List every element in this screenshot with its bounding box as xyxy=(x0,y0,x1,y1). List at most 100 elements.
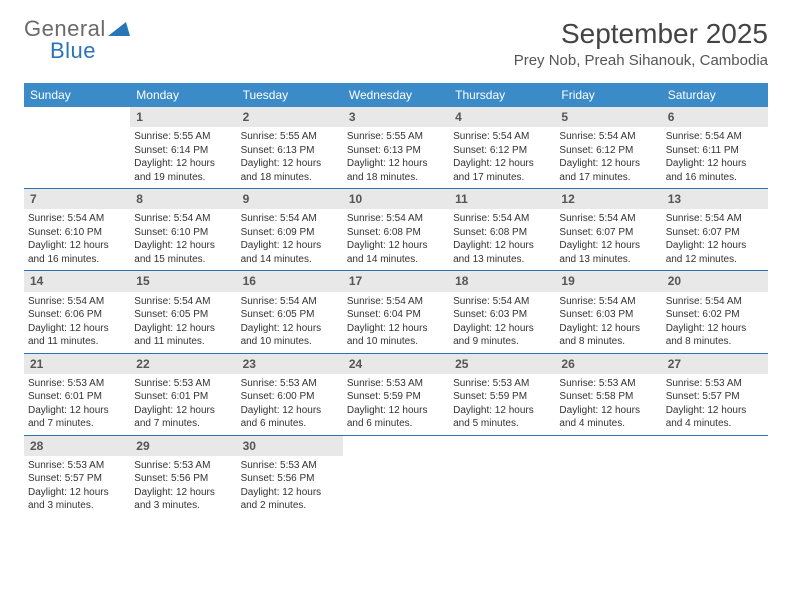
day-number: 21 xyxy=(24,354,130,374)
day-daylight2: and 13 minutes. xyxy=(559,253,657,267)
day-cell: 9Sunrise: 5:54 AMSunset: 6:09 PMDaylight… xyxy=(237,189,343,270)
day-sunset: Sunset: 6:08 PM xyxy=(453,226,551,240)
day-daylight1: Daylight: 12 hours xyxy=(559,157,657,171)
day-daylight1: Daylight: 12 hours xyxy=(453,239,551,253)
day-cell xyxy=(555,436,661,517)
brand-logo: General Blue xyxy=(24,18,130,62)
day-cell xyxy=(343,436,449,517)
day-number: 29 xyxy=(130,436,236,456)
weekday-heading: Friday xyxy=(555,83,661,107)
day-daylight2: and 3 minutes. xyxy=(28,499,126,513)
day-sunset: Sunset: 6:08 PM xyxy=(347,226,445,240)
day-cell: 27Sunrise: 5:53 AMSunset: 5:57 PMDayligh… xyxy=(662,354,768,435)
day-cell: 18Sunrise: 5:54 AMSunset: 6:03 PMDayligh… xyxy=(449,271,555,352)
logo-triangle-icon xyxy=(108,20,130,40)
day-cell: 26Sunrise: 5:53 AMSunset: 5:58 PMDayligh… xyxy=(555,354,661,435)
day-daylight2: and 11 minutes. xyxy=(134,335,232,349)
day-sunset: Sunset: 6:09 PM xyxy=(241,226,339,240)
day-sunset: Sunset: 5:58 PM xyxy=(559,390,657,404)
day-sunset: Sunset: 6:13 PM xyxy=(241,144,339,158)
day-sunrise: Sunrise: 5:53 AM xyxy=(241,377,339,391)
day-daylight2: and 16 minutes. xyxy=(666,171,764,185)
day-number: 19 xyxy=(555,271,661,291)
day-sunrise: Sunrise: 5:54 AM xyxy=(453,295,551,309)
day-sunset: Sunset: 6:07 PM xyxy=(559,226,657,240)
day-sunset: Sunset: 5:59 PM xyxy=(347,390,445,404)
day-daylight2: and 8 minutes. xyxy=(559,335,657,349)
day-daylight1: Daylight: 12 hours xyxy=(347,239,445,253)
day-cell: 15Sunrise: 5:54 AMSunset: 6:05 PMDayligh… xyxy=(130,271,236,352)
weekday-heading: Wednesday xyxy=(343,83,449,107)
day-cell: 11Sunrise: 5:54 AMSunset: 6:08 PMDayligh… xyxy=(449,189,555,270)
day-daylight1: Daylight: 12 hours xyxy=(453,322,551,336)
day-daylight1: Daylight: 12 hours xyxy=(559,404,657,418)
day-cell xyxy=(449,436,555,517)
day-cell xyxy=(662,436,768,517)
day-sunrise: Sunrise: 5:54 AM xyxy=(28,295,126,309)
day-cell: 22 Sunrise: 5:53 AMSunset: 6:01 PMDayligh… xyxy=(130,354,236,435)
day-sunrise: Sunrise: 5:54 AM xyxy=(559,212,657,226)
day-daylight2: and 10 minutes. xyxy=(347,335,445,349)
weeks-container: 1Sunrise: 5:55 AMSunset: 6:14 PMDaylight… xyxy=(24,107,768,517)
day-sunset: Sunset: 6:06 PM xyxy=(28,308,126,322)
day-number: 12 xyxy=(555,189,661,209)
day-number: 9 xyxy=(237,189,343,209)
day-daylight1: Daylight: 12 hours xyxy=(559,322,657,336)
day-daylight1: Daylight: 12 hours xyxy=(453,404,551,418)
day-sunrise: Sunrise: 5:54 AM xyxy=(453,130,551,144)
weekday-heading: Sunday xyxy=(24,83,130,107)
day-daylight2: and 14 minutes. xyxy=(241,253,339,267)
day-number: 3 xyxy=(343,107,449,127)
day-daylight2: and 9 minutes. xyxy=(453,335,551,349)
day-daylight1: Daylight: 12 hours xyxy=(134,157,232,171)
day-sunset: Sunset: 6:10 PM xyxy=(28,226,126,240)
weekday-header-row: Sunday Monday Tuesday Wednesday Thursday… xyxy=(24,83,768,107)
day-sunset: Sunset: 6:07 PM xyxy=(666,226,764,240)
day-sunrise: Sunrise: 5:54 AM xyxy=(666,295,764,309)
day-daylight1: Daylight: 12 hours xyxy=(347,157,445,171)
month-title: September 2025 xyxy=(514,18,768,50)
day-daylight1: Daylight: 12 hours xyxy=(453,157,551,171)
day-daylight1: Daylight: 12 hours xyxy=(241,404,339,418)
day-sunset: Sunset: 6:03 PM xyxy=(453,308,551,322)
day-daylight1: Daylight: 12 hours xyxy=(134,404,232,418)
day-daylight1: Daylight: 12 hours xyxy=(241,486,339,500)
day-sunrise: Sunrise: 5:53 AM xyxy=(28,459,126,473)
day-sunrise: Sunrise: 5:54 AM xyxy=(666,130,764,144)
day-sunset: Sunset: 6:10 PM xyxy=(134,226,232,240)
day-sunrise: Sunrise: 5:53 AM xyxy=(134,377,232,391)
day-sunrise: Sunrise: 5:54 AM xyxy=(347,212,445,226)
day-number: 22 xyxy=(130,354,236,374)
day-number: 25 xyxy=(449,354,555,374)
calendar: Sunday Monday Tuesday Wednesday Thursday… xyxy=(24,83,768,517)
page-header: General Blue September 2025 Prey Nob, Pr… xyxy=(24,18,768,69)
day-sunset: Sunset: 5:56 PM xyxy=(134,472,232,486)
day-number: 10 xyxy=(343,189,449,209)
day-sunset: Sunset: 6:13 PM xyxy=(347,144,445,158)
day-number: 1 xyxy=(130,107,236,127)
day-cell: 7Sunrise: 5:54 AMSunset: 6:10 PMDaylight… xyxy=(24,189,130,270)
day-cell: 1Sunrise: 5:55 AMSunset: 6:14 PMDaylight… xyxy=(130,107,236,188)
day-cell: 28Sunrise: 5:53 AMSunset: 5:57 PMDayligh… xyxy=(24,436,130,517)
day-daylight2: and 3 minutes. xyxy=(134,499,232,513)
day-number: 2 xyxy=(237,107,343,127)
day-sunrise: Sunrise: 5:55 AM xyxy=(347,130,445,144)
day-sunrise: Sunrise: 5:54 AM xyxy=(241,212,339,226)
day-daylight2: and 5 minutes. xyxy=(453,417,551,431)
day-sunset: Sunset: 6:03 PM xyxy=(559,308,657,322)
day-sunrise: Sunrise: 5:53 AM xyxy=(241,459,339,473)
day-sunset: Sunset: 6:01 PM xyxy=(134,390,232,404)
day-daylight1: Daylight: 12 hours xyxy=(134,322,232,336)
day-cell: 3 Sunrise: 5:55 AMSunset: 6:13 PMDaylight… xyxy=(343,107,449,188)
day-sunset: Sunset: 5:57 PM xyxy=(666,390,764,404)
day-daylight2: and 6 minutes. xyxy=(347,417,445,431)
day-cell: 25Sunrise: 5:53 AMSunset: 5:59 PMDayligh… xyxy=(449,354,555,435)
day-sunset: Sunset: 6:05 PM xyxy=(134,308,232,322)
day-daylight1: Daylight: 12 hours xyxy=(28,486,126,500)
day-daylight2: and 16 minutes. xyxy=(28,253,126,267)
day-sunrise: Sunrise: 5:53 AM xyxy=(559,377,657,391)
day-number: 6 xyxy=(662,107,768,127)
day-daylight2: and 4 minutes. xyxy=(666,417,764,431)
day-sunset: Sunset: 6:00 PM xyxy=(241,390,339,404)
day-cell: 16Sunrise: 5:54 AMSunset: 6:05 PMDayligh… xyxy=(237,271,343,352)
